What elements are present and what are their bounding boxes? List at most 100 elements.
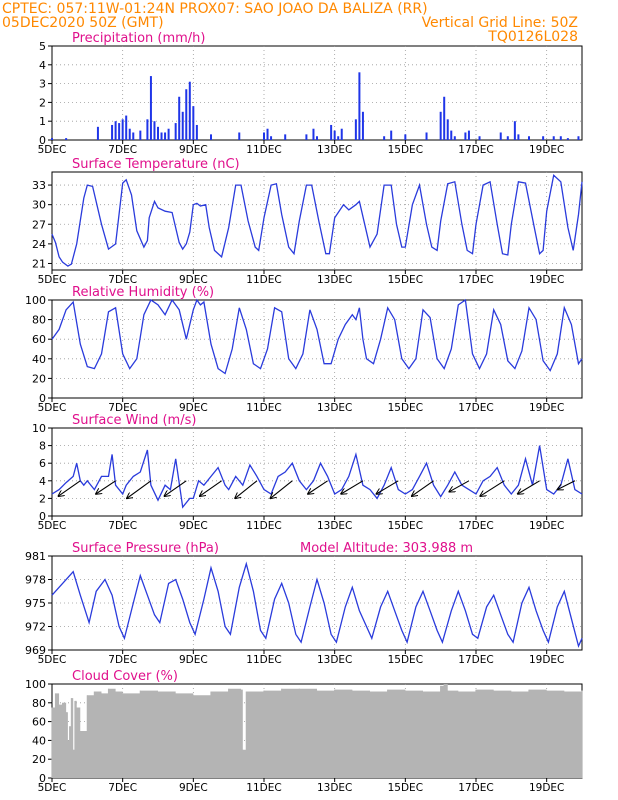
- precip-bar: [305, 134, 308, 140]
- precip-bar: [157, 126, 159, 140]
- precip-bar: [528, 136, 530, 140]
- precip-bar: [467, 130, 470, 140]
- panel-3-xtick-label: 17DEC: [458, 402, 493, 414]
- precip-bar: [552, 136, 555, 140]
- panel-4-xtick-label: 15DEC: [388, 520, 423, 532]
- panel-3-ytick-label: 40: [32, 353, 46, 366]
- wind-arrow: [200, 480, 222, 496]
- precip-bar: [51, 138, 53, 140]
- panel-5-ytick-label: 981: [25, 550, 46, 563]
- panel-1-xtick-label: 19DEC: [529, 144, 564, 156]
- panel-1-ytick-label: 5: [39, 40, 46, 53]
- panel-6-ytick-label: 80: [32, 697, 46, 710]
- panel-1-ytick-label: 0: [39, 134, 46, 147]
- header-station: CPTEC: 057:11W-01:24N PROX07: SAO JOAO D…: [2, 1, 428, 17]
- panel-1-xtick-label: 17DEC: [458, 144, 493, 156]
- precip-bar: [316, 136, 318, 140]
- precip-bar: [65, 138, 68, 140]
- wind-arrow: [341, 480, 364, 494]
- panel-1-title: Precipitation (mm/h): [72, 31, 205, 46]
- precip-bar: [128, 128, 131, 140]
- panel-5-ytick-label: 975: [25, 597, 46, 610]
- wind-arrow: [164, 480, 187, 496]
- panel-5-xtick-label: 13DEC: [317, 654, 352, 666]
- wind-arrow: [449, 480, 470, 492]
- panel-2-ytick-label: 30: [32, 199, 46, 212]
- panel-4-frame: [51, 427, 583, 517]
- wind-arrow: [480, 480, 505, 496]
- panel-2-xtick-label: 7DEC: [108, 274, 137, 286]
- panel-2-xtick-label: 9DEC: [179, 274, 208, 286]
- panel-1-xtick-label: 7DEC: [108, 144, 137, 156]
- precip-bar: [330, 124, 333, 140]
- panel-1-ytick-label: 1: [39, 115, 46, 128]
- wind-arrow: [412, 480, 434, 496]
- precip-bar: [478, 136, 481, 140]
- precip-bar: [499, 132, 502, 140]
- precip-bar: [337, 136, 340, 140]
- panel-4-ytick-label: 6: [39, 457, 46, 470]
- panel-6-ytick-label: 100: [25, 678, 46, 691]
- precip-bar: [111, 124, 114, 140]
- panel-4-xtick-label: 9DEC: [179, 520, 208, 532]
- precip-bar: [188, 81, 191, 140]
- precip-bar: [174, 123, 177, 140]
- precip-bar: [383, 136, 386, 140]
- precip-bar: [425, 132, 428, 140]
- panel-2-title: Surface Temperature (nC): [72, 157, 240, 172]
- wind-arrow: [376, 480, 399, 494]
- header-model: TQ0126L028: [488, 29, 578, 45]
- panel-4-series-line: [51, 445, 583, 509]
- precip-bar: [167, 128, 170, 140]
- precip-bar: [361, 111, 364, 140]
- panel-4-title: Surface Wind (m/s): [72, 413, 196, 428]
- precip-bar: [464, 132, 467, 140]
- wind-arrow: [127, 480, 152, 499]
- header-datetime: 05DEC2020 50Z (GMT): [2, 15, 164, 31]
- panel-2-ytick-label: 21: [32, 257, 46, 270]
- precip-bar: [566, 138, 569, 140]
- panel-4-ytick-label: 2: [39, 492, 46, 505]
- panel-1-xtick-label: 9DEC: [179, 144, 208, 156]
- precip-bar: [439, 111, 442, 140]
- precip-bar: [118, 123, 121, 140]
- precip-bar: [121, 119, 124, 140]
- panel-3-xtick-label: 11DEC: [246, 402, 281, 414]
- panel-3-xtick-label: 7DEC: [108, 402, 137, 414]
- precip-bar: [443, 96, 446, 140]
- panel-2-xtick-label: 15DEC: [388, 274, 423, 286]
- wind-arrow: [235, 480, 258, 499]
- precip-bar: [517, 134, 520, 140]
- panel-3-frame: [51, 299, 583, 399]
- panel-5-ytick-label: 972: [25, 621, 46, 634]
- precip-bar: [340, 128, 343, 140]
- panel-5-ytick-label: 969: [25, 644, 46, 657]
- panel-2-xtick-label: 5DEC: [38, 274, 67, 286]
- panel-5-ytick-label: 978: [25, 574, 46, 587]
- panel-1-ytick-label: 3: [39, 78, 46, 91]
- precip-bar: [181, 111, 184, 140]
- precip-bar: [139, 130, 142, 140]
- panel-6-xtick-label: 11DEC: [246, 782, 281, 794]
- panel-3-series-line: [51, 298, 583, 375]
- precip-bar: [506, 136, 509, 140]
- precip-bar: [125, 115, 128, 140]
- precip-bar: [270, 136, 273, 140]
- precip-bar: [513, 121, 516, 140]
- panel-6-ytick-label: 0: [39, 772, 46, 785]
- panel-5-annotation: Model Altitude: 303.988 m: [300, 541, 473, 556]
- precip-bar: [446, 119, 449, 140]
- precip-bar: [164, 132, 167, 140]
- panel-5-xtick-label: 5DEC: [38, 654, 67, 666]
- wind-arrow: [58, 480, 81, 496]
- wind-arrow: [270, 480, 293, 499]
- panel-4-xtick-label: 19DEC: [529, 520, 564, 532]
- precip-bar: [354, 119, 357, 140]
- panel-2-xtick-label: 17DEC: [458, 274, 493, 286]
- panel-2-xtick-label: 11DEC: [246, 274, 281, 286]
- precip-bar: [153, 121, 156, 140]
- precip-bar: [333, 130, 336, 140]
- panel-3-xtick-label: 13DEC: [317, 402, 352, 414]
- panel-4-xtick-label: 5DEC: [38, 520, 67, 532]
- wind-arrow: [308, 480, 328, 494]
